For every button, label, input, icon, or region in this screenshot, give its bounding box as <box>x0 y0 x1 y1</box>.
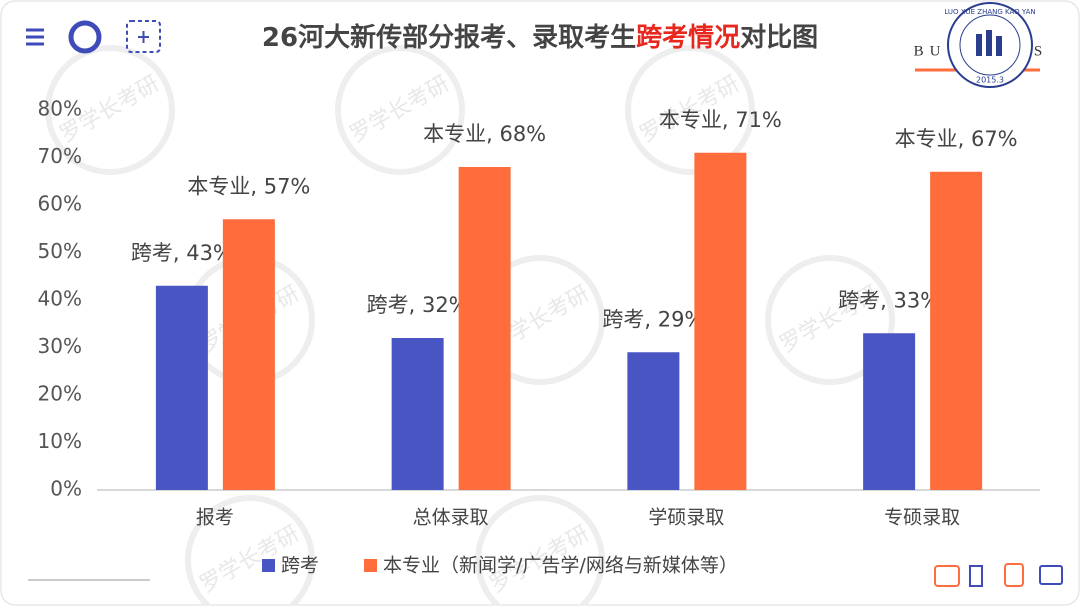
watermark-ring <box>185 495 315 606</box>
y-tick-label: 40% <box>38 287 82 311</box>
y-tick-label: 70% <box>38 144 82 168</box>
bar <box>863 333 916 490</box>
legend-swatch <box>262 559 275 572</box>
x-tick-label: 学硕录取 <box>648 507 724 529</box>
x-tick-label: 报考 <box>196 507 234 529</box>
watermark-ring <box>45 45 175 175</box>
data-label: 跨考, 43% <box>131 241 233 265</box>
logo-ring: LUO XUE ZHANG KAO YAN <box>944 8 1035 16</box>
logo: BU S LUO XUE ZHANG KAO YAN 2015.3 <box>914 2 1042 88</box>
logo-text: S <box>1034 43 1042 59</box>
bar <box>155 285 208 490</box>
menu-icon[interactable] <box>26 28 44 46</box>
data-label: 本专业, 71% <box>659 108 782 132</box>
data-label: 本专业, 68% <box>423 122 546 146</box>
logo-year: 2015.3 <box>976 76 1004 85</box>
bar <box>930 171 983 490</box>
clipboard-icon[interactable] <box>1004 563 1024 587</box>
bar <box>458 167 511 490</box>
watermark-ring <box>475 495 605 606</box>
toolbar <box>26 20 161 54</box>
watermark-ring <box>765 255 895 385</box>
data-label: 本专业, 67% <box>895 127 1018 151</box>
y-tick-label: 0% <box>50 477 82 501</box>
legend-swatch <box>364 559 378 572</box>
y-tick-label: 50% <box>38 239 82 263</box>
title-part: 对比图 <box>740 23 818 53</box>
x-tick-label: 专硕录取 <box>884 507 960 529</box>
bar <box>222 219 275 490</box>
bar <box>694 152 747 490</box>
image-icon[interactable] <box>1039 565 1063 585</box>
data-label: 跨考, 33% <box>838 288 940 312</box>
title-highlight: 跨考情况 <box>636 23 740 53</box>
x-tick-label: 总体录取 <box>413 507 489 529</box>
watermark-ring <box>335 45 465 175</box>
y-tick-label: 20% <box>38 382 82 406</box>
y-tick-label: 60% <box>38 192 82 216</box>
calendar-icon[interactable] <box>934 565 960 587</box>
bar <box>627 352 680 490</box>
legend-label: 本专业（新闻学/广告学/网络与新媒体等） <box>383 555 738 577</box>
y-tick-label: 30% <box>38 334 82 358</box>
book-icon[interactable] <box>969 565 983 587</box>
y-tick-label: 80% <box>38 97 82 121</box>
circle-icon[interactable] <box>68 20 102 54</box>
data-label: 跨考, 32% <box>367 293 469 317</box>
data-label: 跨考, 29% <box>602 307 704 331</box>
add-icon[interactable] <box>126 20 161 53</box>
logo-text: BU <box>914 43 947 59</box>
watermark-ring <box>625 45 755 175</box>
legend-label: 跨考 <box>281 555 319 577</box>
title-part: 26河大新传部分报考、录取考生 <box>262 22 636 53</box>
chart-title: 26河大新传部分报考、录取考生跨考情况对比图 <box>262 22 818 53</box>
bottom-icons <box>934 563 1063 587</box>
y-tick-label: 10% <box>38 429 82 453</box>
bar <box>391 338 444 490</box>
data-label: 本专业, 57% <box>187 174 310 198</box>
